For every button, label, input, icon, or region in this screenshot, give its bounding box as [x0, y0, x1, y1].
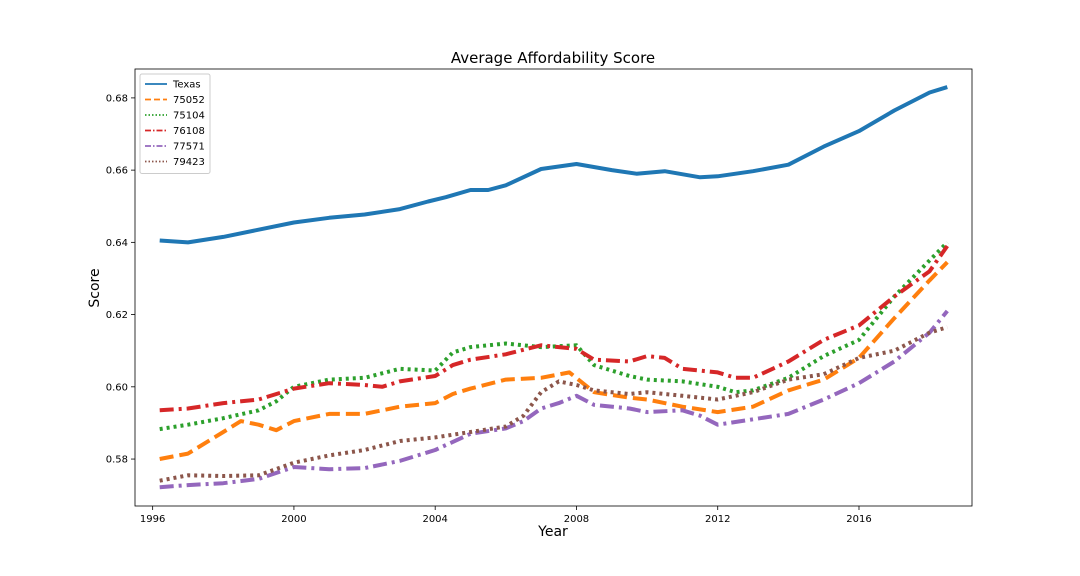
x-axis-label: Year [537, 524, 568, 540]
x-tick-label: 2016 [846, 514, 871, 525]
legend-label-75052: 75052 [173, 95, 205, 106]
y-tick-label: 0.62 [106, 310, 128, 321]
x-tick-label: 2008 [564, 514, 589, 525]
y-tick-label: 0.58 [106, 455, 128, 466]
legend-label-77571: 77571 [173, 142, 205, 153]
x-axis: 1996 2000 2004 2008 2012 2016 [140, 506, 872, 525]
y-axis-label: Score [87, 268, 103, 307]
series-line-79423 [159, 325, 948, 483]
x-tick-label: 2012 [705, 514, 730, 525]
legend: Texas 75052 75104 76108 77571 79423 [139, 73, 211, 174]
legend-label-75104: 75104 [173, 111, 205, 122]
legend-label-texas: Texas [172, 80, 201, 91]
legend-label-79423: 79423 [173, 157, 205, 168]
x-tick-label: 2004 [422, 514, 447, 525]
legend-label-76108: 76108 [173, 126, 205, 137]
series-line-texas [159, 85, 948, 245]
plot-area [159, 85, 949, 490]
y-tick-label: 0.66 [106, 166, 128, 177]
series-line-75052 [159, 260, 949, 461]
chart-title: Average Affordability Score [451, 49, 655, 67]
y-axis: 0.58 0.60 0.62 0.64 0.66 0.68 [106, 93, 135, 466]
y-tick-label: 0.60 [106, 382, 128, 393]
x-tick-label: 2000 [281, 514, 306, 525]
series-line-77571 [159, 309, 949, 490]
y-tick-label: 0.68 [106, 93, 128, 104]
y-tick-label: 0.64 [106, 238, 128, 249]
series-line-76108 [159, 244, 949, 413]
series-line-75104 [159, 240, 949, 432]
axes-frame [134, 68, 973, 507]
x-tick-label: 1996 [140, 514, 165, 525]
